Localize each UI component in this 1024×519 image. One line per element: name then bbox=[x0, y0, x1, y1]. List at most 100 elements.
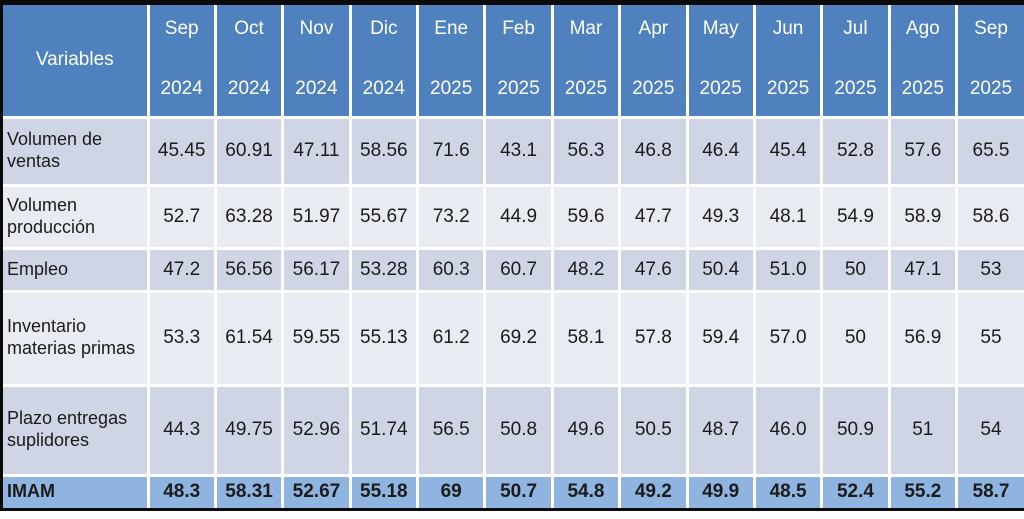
year-label: 2024 bbox=[160, 78, 203, 100]
column-header-sep-2025: Sep 2025 bbox=[955, 5, 1024, 119]
column-header-oct-2024: Oct 2024 bbox=[213, 5, 285, 119]
value-cell: 48.7 bbox=[685, 383, 756, 477]
value-cell: 56.3 bbox=[550, 115, 622, 187]
value-cell: 51 bbox=[887, 383, 959, 477]
month-year-stack: Sep 2025 bbox=[959, 12, 1024, 108]
table-header: Variables Sep 2024 Oct 2024 Nov 2024 Dic 2024 En… bbox=[3, 5, 1024, 119]
value-cell: 69.2 bbox=[483, 289, 554, 387]
value-cell: 50.7 bbox=[483, 473, 554, 508]
value-cell: 55.2 bbox=[887, 473, 959, 508]
value-cell: 57.6 bbox=[887, 115, 959, 187]
month-year-stack: Jul 2025 bbox=[825, 12, 886, 108]
column-header-sep-2024: Sep 2024 bbox=[146, 5, 217, 119]
value-cell: 50.5 bbox=[618, 383, 689, 477]
value-cell: 63.28 bbox=[213, 183, 285, 250]
value-cell: 47.11 bbox=[281, 115, 352, 187]
value-cell: 47.6 bbox=[618, 246, 689, 293]
row-label: Volumen de ventas bbox=[3, 115, 150, 187]
value-cell: 48.2 bbox=[550, 246, 622, 293]
table-row: Inventario materias primas 53.3 61.54 59.55… bbox=[3, 289, 1024, 387]
month-year-stack: Apr 2025 bbox=[623, 12, 684, 108]
value-cell: 73.2 bbox=[415, 183, 487, 250]
value-cell: 49.2 bbox=[618, 473, 689, 508]
value-cell: 60.3 bbox=[415, 246, 487, 293]
value-cell: 52.67 bbox=[281, 473, 352, 508]
value-cell: 52.4 bbox=[820, 473, 891, 508]
column-header-ene-2025: Ene 2025 bbox=[415, 5, 487, 119]
year-label: 2025 bbox=[699, 78, 742, 100]
month-label: Jul bbox=[843, 18, 868, 40]
value-cell: 46.0 bbox=[752, 383, 824, 477]
value-cell: 65.5 bbox=[955, 115, 1024, 187]
value-cell: 50.9 bbox=[820, 383, 891, 477]
month-label: Oct bbox=[234, 18, 264, 40]
row-label: Inventario materias primas bbox=[3, 289, 150, 387]
value-cell: 55.67 bbox=[348, 183, 420, 250]
value-cell: 50.4 bbox=[685, 246, 756, 293]
month-year-stack: Jun 2025 bbox=[757, 12, 818, 108]
value-cell: 52.8 bbox=[820, 115, 891, 187]
month-year-stack: Sep 2024 bbox=[151, 12, 212, 108]
month-year-stack: Feb 2025 bbox=[488, 12, 549, 108]
column-header-nov-2024: Nov 2024 bbox=[281, 5, 352, 119]
value-cell: 56.5 bbox=[415, 383, 487, 477]
year-label: 2025 bbox=[969, 78, 1013, 100]
value-cell: 58.9 bbox=[887, 183, 959, 250]
month-year-stack: Dic 2024 bbox=[353, 12, 414, 108]
month-label: Jun bbox=[772, 18, 804, 40]
value-cell: 71.6 bbox=[415, 115, 487, 187]
row-label: Plazo entregas suplidores bbox=[3, 383, 150, 477]
value-cell: 51.97 bbox=[281, 183, 352, 250]
value-cell: 49.6 bbox=[550, 383, 622, 477]
column-header-dic-2024: Dic 2024 bbox=[348, 5, 420, 119]
value-cell: 48.3 bbox=[146, 473, 217, 508]
column-header-jun-2025: Jun 2025 bbox=[752, 5, 824, 119]
row-label: Volumen producción bbox=[3, 183, 150, 250]
value-cell: 59.4 bbox=[685, 289, 756, 387]
month-year-stack: May 2025 bbox=[690, 12, 751, 108]
month-label: Mar bbox=[569, 18, 603, 40]
year-label: 2024 bbox=[227, 78, 271, 100]
value-cell: 47.1 bbox=[887, 246, 959, 293]
value-cell: 44.3 bbox=[146, 383, 217, 477]
value-cell: 45.45 bbox=[146, 115, 217, 187]
value-cell: 44.9 bbox=[483, 183, 554, 250]
year-label: 2025 bbox=[632, 78, 675, 100]
year-label: 2024 bbox=[362, 78, 405, 100]
value-cell: 57.0 bbox=[752, 289, 824, 387]
value-cell: 49.75 bbox=[213, 383, 285, 477]
variables-header-cell: Variables bbox=[3, 5, 150, 119]
value-cell: 46.8 bbox=[618, 115, 689, 187]
value-cell: 54.8 bbox=[550, 473, 622, 508]
month-year-stack: Mar 2025 bbox=[555, 12, 616, 108]
month-year-stack: Oct 2024 bbox=[218, 12, 279, 108]
value-cell: 50 bbox=[820, 289, 891, 387]
value-cell: 55.18 bbox=[348, 473, 420, 508]
month-year-stack: Nov 2024 bbox=[286, 12, 347, 108]
year-label: 2025 bbox=[564, 78, 608, 100]
value-cell: 48.5 bbox=[752, 473, 824, 508]
row-label: IMAM bbox=[3, 473, 150, 508]
month-label: Sep bbox=[974, 18, 1008, 40]
value-cell: 56.9 bbox=[887, 289, 959, 387]
value-cell: 59.55 bbox=[281, 289, 352, 387]
value-cell: 53 bbox=[955, 246, 1024, 293]
value-cell: 55.13 bbox=[348, 289, 420, 387]
value-cell: 53.28 bbox=[348, 246, 420, 293]
table-row: Volumen de ventas 45.45 60.91 47.11 58.56 71.… bbox=[3, 115, 1024, 187]
value-cell: 54 bbox=[955, 383, 1024, 477]
value-cell: 60.91 bbox=[213, 115, 285, 187]
value-cell: 50.8 bbox=[483, 383, 554, 477]
value-cell: 51.0 bbox=[752, 246, 824, 293]
value-cell: 58.6 bbox=[955, 183, 1024, 250]
table-row: IMAM 48.3 58.31 52.67 55.18 69 50.7 54.8 49.2 49.… bbox=[3, 473, 1024, 508]
column-header-jul-2025: Jul 2025 bbox=[820, 5, 891, 119]
value-cell: 45.4 bbox=[752, 115, 824, 187]
year-label: 2024 bbox=[295, 78, 338, 100]
header-row: Variables Sep 2024 Oct 2024 Nov 2024 Dic 2024 En… bbox=[3, 5, 1024, 119]
table-row: Empleo 47.2 56.56 56.17 53.28 60.3 60.7 48.2 47.… bbox=[3, 246, 1024, 293]
column-header-ago-2025: Ago 2025 bbox=[887, 5, 959, 119]
value-cell: 61.2 bbox=[415, 289, 487, 387]
column-header-apr-2025: Apr 2025 bbox=[618, 5, 689, 119]
